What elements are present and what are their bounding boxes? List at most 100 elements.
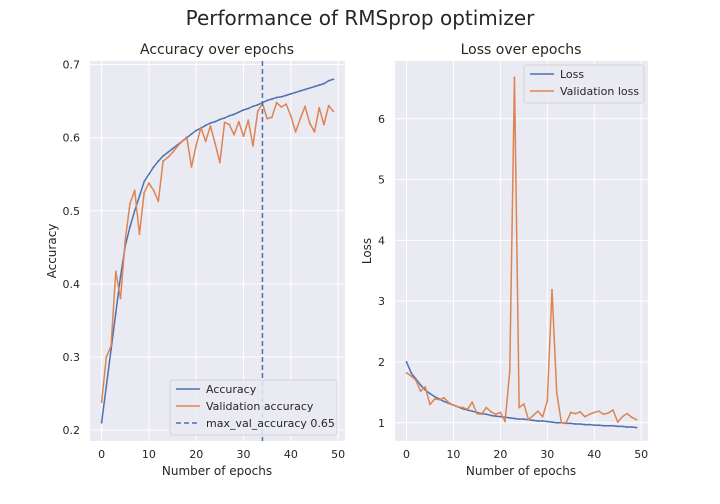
loss-series-loss-point [574,423,577,425]
loss-chart: Loss over epochs Number of epochs Loss 0… [360,42,648,478]
accuracy-series-accuracy-point [105,385,108,388]
accuracy-series-validation-accuracy-point [223,121,226,124]
accuracy-series-accuracy-point [271,98,273,100]
accuracy-series-validation-accuracy-point [100,401,103,404]
loss-series-validation-loss-point [490,410,492,413]
loss-series-loss-point [598,424,600,427]
loss-series-loss-point [555,421,558,424]
loss-series-validation-loss-point [569,411,572,414]
loss-series-validation-loss-point [494,413,497,416]
accuracy-series-validation-accuracy-point [143,191,146,194]
accuracy-series-validation-accuracy-point [304,105,306,108]
loss-series-loss-point [429,392,431,395]
accuracy-series-accuracy-point [148,173,150,176]
loss-y-tick-label: 5 [378,174,385,187]
loss-series-loss-point [537,420,539,422]
accuracy-series-validation-accuracy-point [214,142,217,145]
accuracy-series-validation-accuracy-point [162,160,164,163]
accuracy-series-accuracy-point [133,209,136,212]
accuracy-series-validation-accuracy-point [129,202,131,205]
loss-x-tick-label: 20 [493,448,507,461]
accuracy-series-validation-accuracy-point [285,103,287,106]
accuracy-series-validation-accuracy-point [294,130,297,133]
accuracy-series-validation-accuracy-point [138,233,141,236]
accuracy-legend-label: Validation accuracy [206,400,314,413]
loss-series-loss-point [419,384,422,386]
accuracy-series-accuracy-point [280,95,283,98]
accuracy-series-accuracy-point [195,129,198,132]
loss-series-validation-loss-point [457,406,460,408]
loss-series-loss-point [471,410,474,413]
accuracy-series-validation-accuracy-point [233,133,235,136]
loss-series-validation-loss-point [414,379,417,382]
loss-series-validation-loss-point [602,413,605,416]
accuracy-series-accuracy-point [143,180,146,183]
accuracy-series-accuracy-point [166,151,169,154]
accuracy-series-accuracy-point [152,166,155,168]
accuracy-series-accuracy-point [252,105,254,108]
loss-series-validation-loss-point [607,412,610,414]
loss-series-validation-loss-point [532,414,535,417]
loss-series-loss-point [630,426,633,428]
accuracy-series-validation-accuracy-point [200,126,202,129]
accuracy-series-validation-accuracy-line [100,101,334,403]
loss-series-loss-point [490,414,492,417]
loss-series-validation-loss-point [480,413,483,416]
accuracy-series-validation-accuracy-point [124,239,127,241]
accuracy-y-tick-label: 0.3 [63,351,81,364]
loss-y-tick-label: 2 [378,356,385,369]
loss-series-validation-loss-point [518,406,521,409]
loss-series-validation-loss-point [513,76,516,79]
loss-series-validation-loss-point [447,401,450,404]
accuracy-series-accuracy-point [304,88,306,91]
loss-series-validation-loss-point [616,421,619,424]
loss-series-validation-loss-point [522,403,525,405]
accuracy-x-tick-label: 20 [189,448,203,461]
loss-series-validation-loss-point [504,420,506,423]
loss-x-tick-label: 30 [540,448,554,461]
loss-series-validation-loss-point [419,390,422,393]
loss-series-validation-loss-point [630,416,633,419]
accuracy-series-accuracy-point [318,84,321,87]
accuracy-series-validation-accuracy-point [247,119,250,122]
accuracy-legend-label: max_val_accuracy 0.65 [206,417,335,430]
accuracy-series-accuracy-point [327,79,330,82]
accuracy-series-validation-accuracy-point [152,189,155,192]
accuracy-x-axis-label: Number of epochs [162,464,272,478]
accuracy-series-validation-accuracy-point [209,125,212,127]
loss-series-loss-point [513,417,516,420]
loss-series-loss-point [579,423,582,425]
loss-plot-area [395,61,648,441]
accuracy-series-validation-accuracy-point [228,123,231,126]
loss-y-tick-label: 3 [378,295,385,308]
accuracy-series-accuracy-point [233,113,235,116]
loss-series-validation-loss-point [560,421,563,424]
accuracy-series-accuracy-point [256,103,259,106]
loss-series-validation-loss-point [593,411,596,414]
loss-y-tick-label: 1 [378,417,385,430]
loss-series-loss-point [612,424,614,427]
accuracy-series-accuracy-point [289,92,292,95]
accuracy-x-tick-label: 50 [331,448,345,461]
loss-series-validation-loss-point [621,415,624,418]
accuracy-series-accuracy-point [218,118,221,121]
loss-x-axis-label: Number of epochs [466,464,576,478]
accuracy-y-axis-label: Accuracy [45,224,59,279]
accuracy-plot-area [90,61,345,441]
loss-series-validation-loss-point [612,409,614,411]
accuracy-series-accuracy-point [242,109,245,111]
accuracy-series-validation-accuracy-point [190,166,193,168]
accuracy-series-accuracy-point [100,421,103,424]
accuracy-y-tick-label: 0.5 [63,205,81,218]
loss-x-tick-label: 50 [634,448,648,461]
accuracy-series-validation-accuracy-point [119,297,122,300]
loss-x-tick-label: 0 [403,448,410,461]
loss-series-validation-loss-point [579,410,582,413]
loss-series-loss-point [508,417,511,419]
accuracy-y-tick-label: 0.7 [63,59,81,72]
loss-series-validation-loss-point [405,372,408,374]
loss-series-loss-point [518,418,521,421]
accuracy-series-accuracy-point [237,111,240,114]
loss-series-loss-point [583,423,586,426]
